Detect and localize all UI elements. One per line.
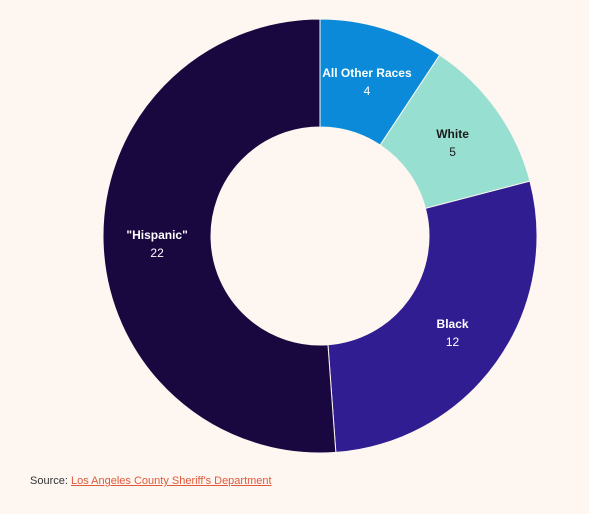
donut-slices [102,18,538,454]
slice-label-hispanic: "Hispanic" [126,228,187,242]
source-note: Source: Los Angeles County Sheriff's Dep… [30,475,272,487]
donut-chart: All Other Races 4 White 5 Black 12 "Hispanic" 2… [102,18,538,454]
slice-value-black: 12 [446,335,460,349]
slice-hispanic [102,18,337,454]
slice-label-white: White [436,127,469,141]
slice-value-hispanic: 22 [150,246,164,260]
slice-label-all-other-races: All Other Races [322,66,412,80]
slice-black [327,180,538,453]
source-prefix: Source: [30,475,71,487]
slice-label-black: Black [437,317,469,331]
slice-value-white: 5 [449,145,456,159]
source-link[interactable]: Los Angeles County Sheriff's Department [70,475,272,487]
slice-value-all-other-races: 4 [364,84,371,98]
donut-labels: All Other Races 4 White 5 Black 12 "Hispanic" 2… [126,66,469,349]
